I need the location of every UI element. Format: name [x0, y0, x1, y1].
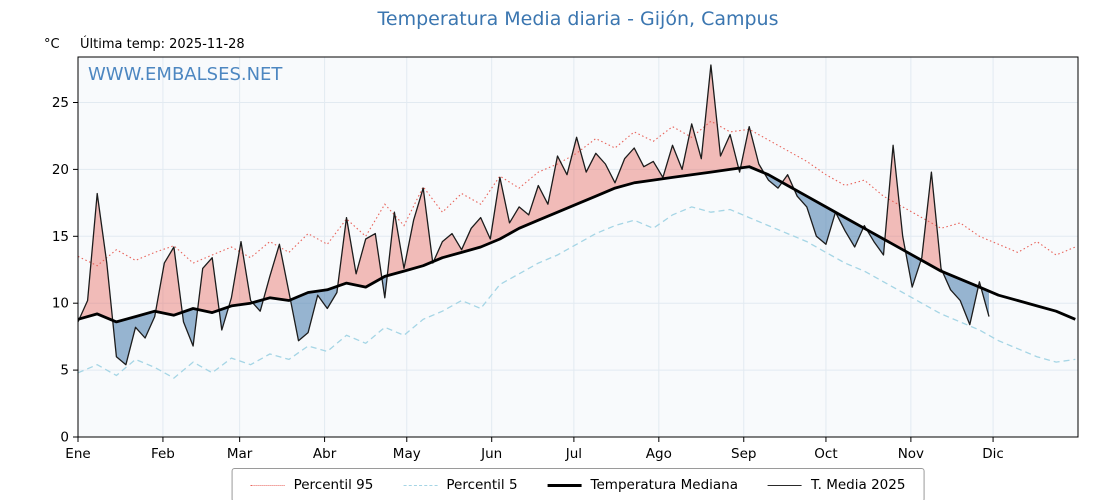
band-below-median	[794, 189, 836, 245]
y-tick-label: 0	[60, 430, 69, 446]
legend-item-p5: Percentil 5	[403, 477, 518, 493]
band-above-median	[921, 172, 943, 272]
band-below-median	[981, 287, 989, 317]
y-tick-label: 15	[52, 229, 69, 245]
x-tick-label: Ene	[65, 446, 90, 462]
legend-label-mediana: Temperatura Mediana	[590, 477, 738, 493]
band-above-median	[263, 244, 291, 301]
x-tick-label: Feb	[151, 446, 175, 462]
band-above-median	[387, 188, 433, 276]
legend-label-p95: Percentil 95	[293, 477, 374, 493]
chart-title: Temperatura Media diaria - Gijón, Campus	[377, 8, 779, 30]
series-layer	[77, 64, 1076, 379]
legend-label-2025: T. Media 2025	[811, 477, 906, 493]
x-tick-label: Nov	[898, 446, 924, 462]
legend-item-2025: T. Media 2025	[768, 477, 905, 493]
band-above-median	[884, 145, 906, 252]
percentil5-line	[77, 206, 1076, 379]
x-tick-label: Mar	[227, 446, 253, 462]
last-temp-label: Última temp: 2025-11-28	[80, 37, 245, 52]
legend-item-mediana: Temperatura Mediana	[547, 477, 738, 493]
band-below-median	[835, 212, 864, 247]
plot-background-layer	[78, 57, 1078, 437]
p5-line-icon	[403, 484, 438, 486]
band-above-median	[228, 241, 253, 307]
t-media-2025-line	[77, 64, 990, 366]
band-above-median	[79, 193, 113, 321]
band-above-median	[740, 126, 765, 173]
y-axis-unit-label: °C	[44, 37, 60, 52]
band-below-median	[764, 173, 783, 189]
x-tick-label: Jul	[565, 446, 582, 462]
band-below-median	[290, 286, 338, 341]
x-tick-label: Dic	[982, 446, 1004, 462]
band-below-median	[112, 311, 156, 365]
watermark: WWW.EMBALSES.NET	[88, 64, 283, 85]
legend: Percentil 95 Percentil 5 Temperatura Med…	[231, 468, 925, 500]
x-tick-label: Oct	[814, 446, 837, 462]
x-tick-label: May	[393, 446, 421, 462]
x-tick-label: Abr	[313, 446, 337, 462]
mediana-line-icon	[547, 483, 582, 487]
plot-frame	[77, 56, 1079, 438]
mediana-line	[77, 165, 1076, 324]
axes-layer: Ene Feb Mar Abr May Jun Jul Ago Sep Oct Nov Dic 0 5 10…	[52, 56, 1079, 462]
band-below-median	[381, 275, 388, 298]
x-tick-label: Jun	[480, 446, 502, 462]
legend-label-p5: Percentil 5	[446, 477, 518, 493]
band-above-median	[433, 65, 739, 262]
x-tick-label: Ago	[646, 446, 672, 462]
band-below-median	[942, 271, 979, 325]
y-tick-label: 25	[52, 95, 69, 111]
x-tick-label: Sep	[731, 446, 756, 462]
legend-item-p95: Percentil 95	[250, 477, 374, 493]
y-tick-label: 5	[60, 363, 69, 379]
t-media-2025-line-icon	[768, 484, 802, 486]
p95-line-icon	[250, 484, 285, 486]
band-above-median	[337, 217, 382, 288]
y-tick-label: 20	[52, 162, 69, 178]
band-below-median	[905, 251, 922, 288]
y-tick-label: 10	[52, 296, 69, 312]
